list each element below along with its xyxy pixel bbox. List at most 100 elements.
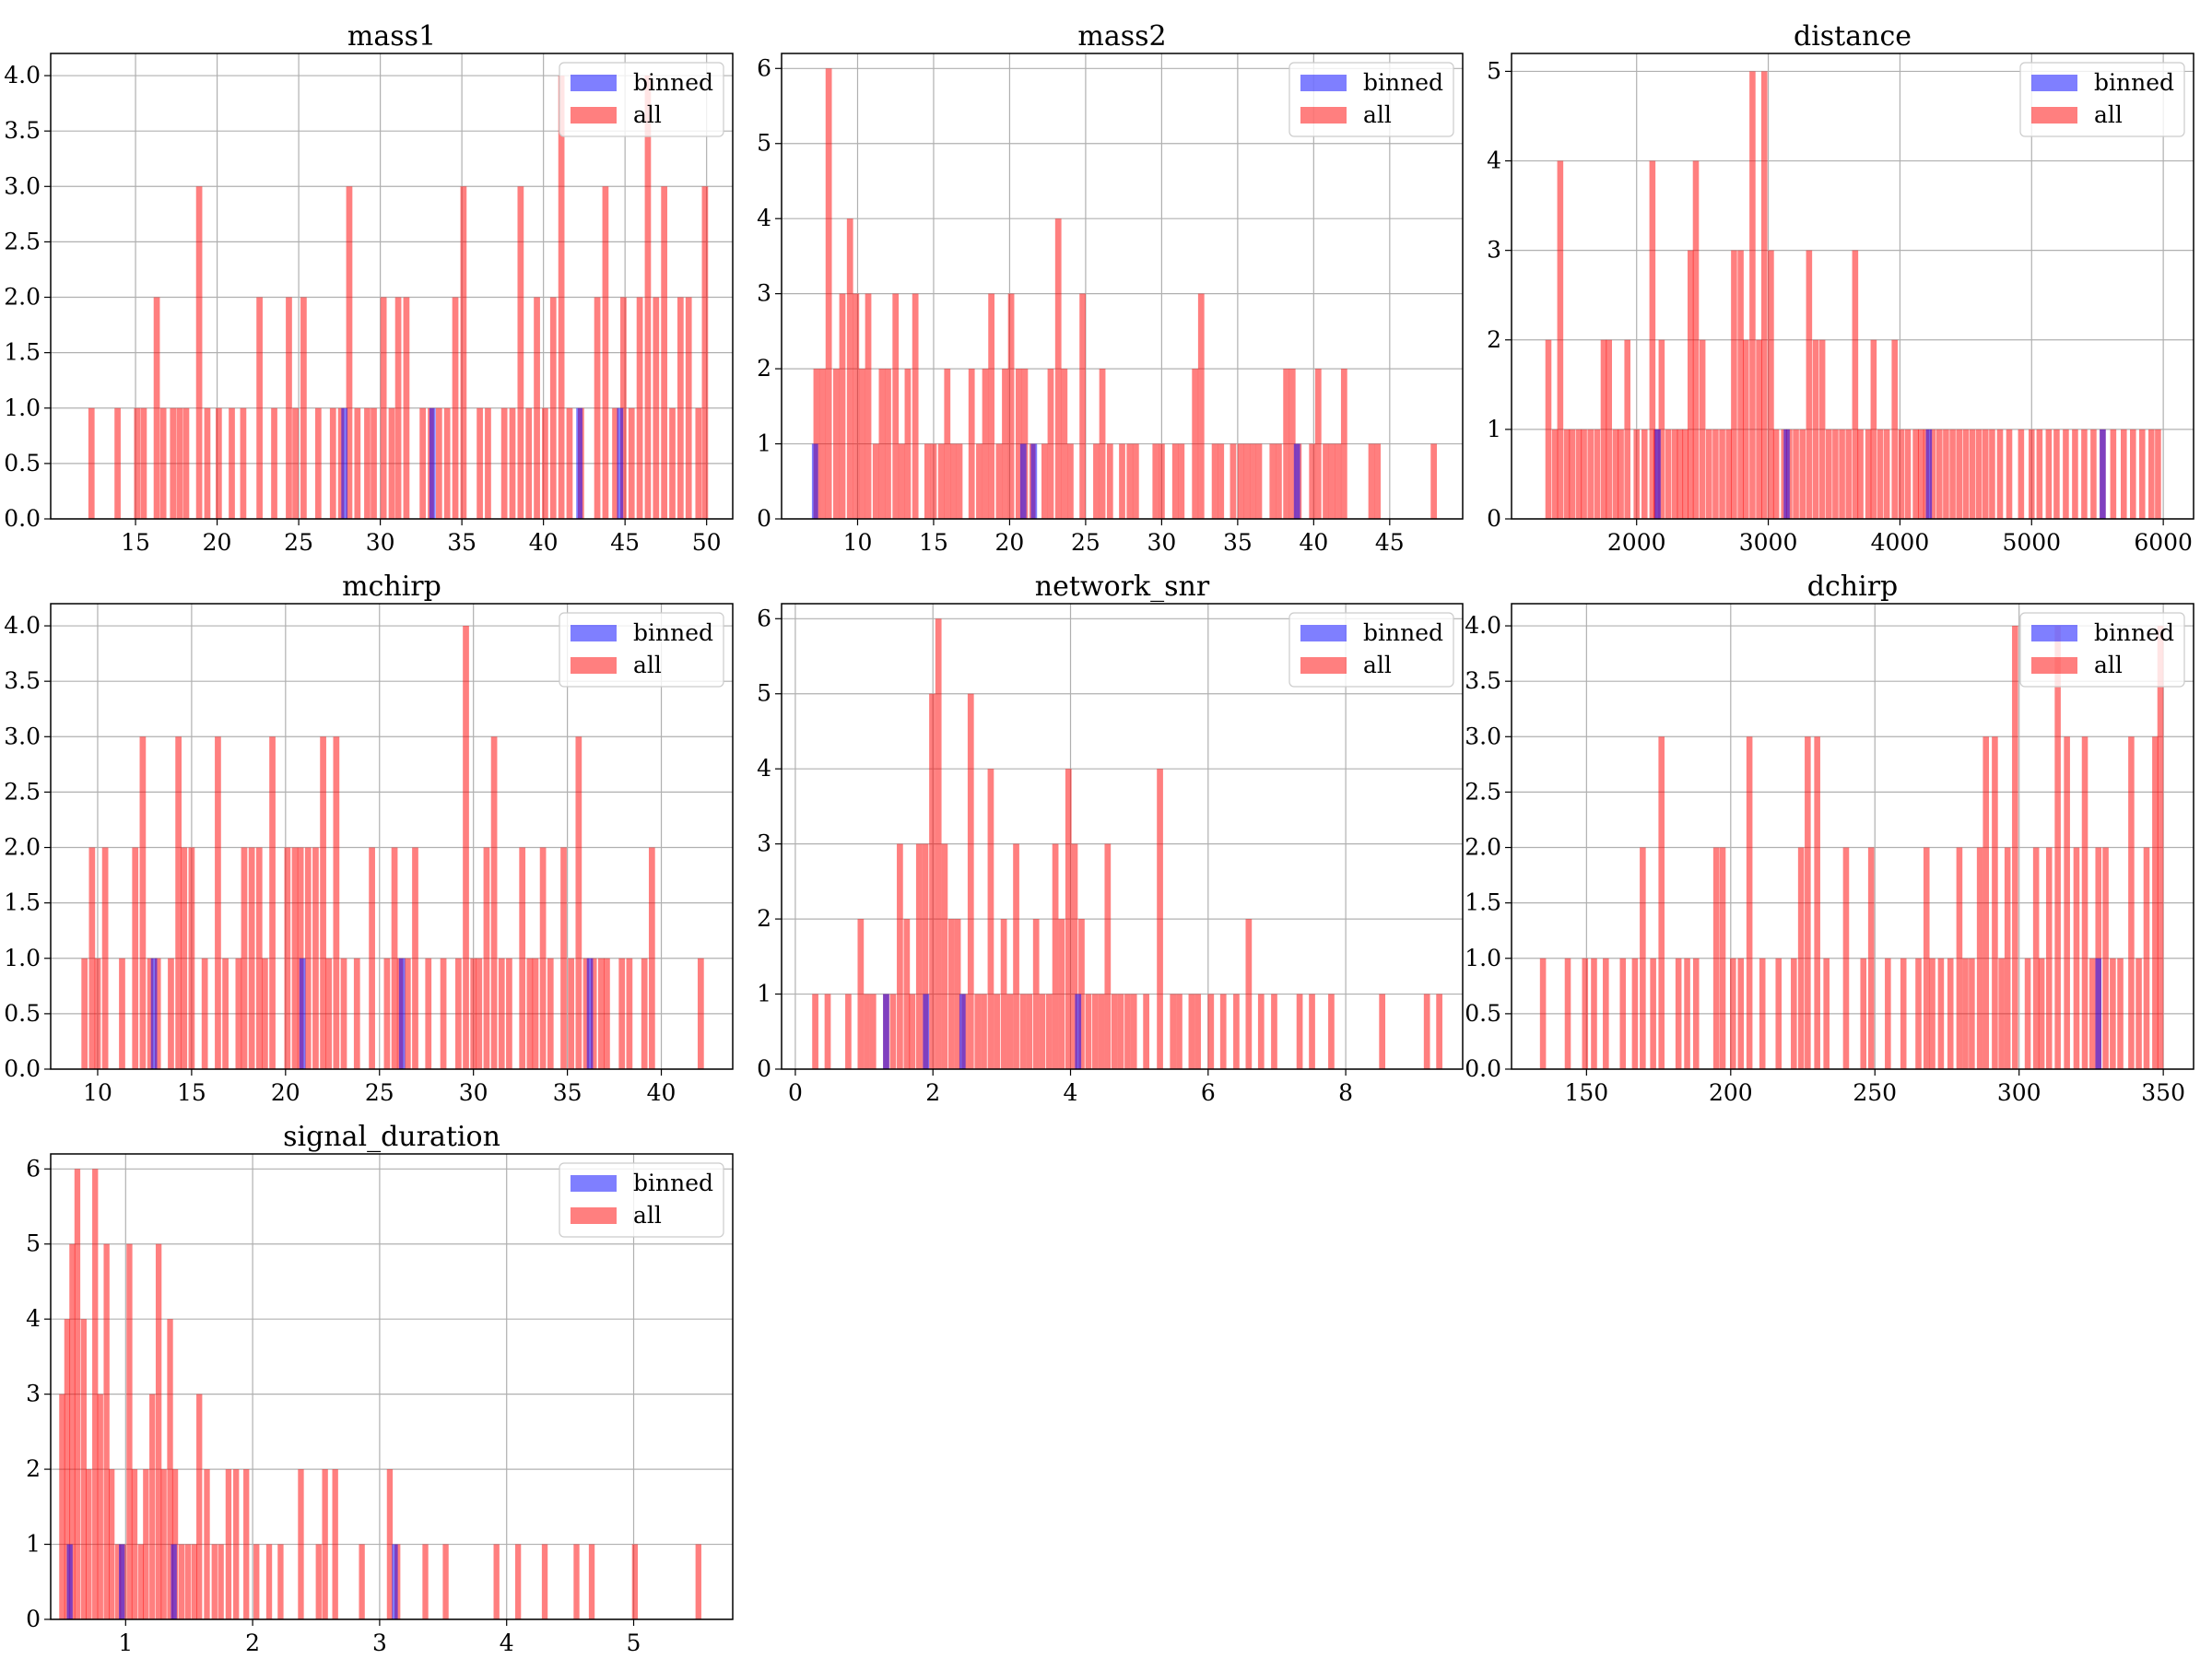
bar-binned <box>2095 958 2102 1069</box>
bar-binned <box>1925 429 1933 519</box>
bar-all <box>452 297 459 519</box>
x-tick-label: 20 <box>271 1079 300 1106</box>
bar-all <box>1539 958 1547 1069</box>
bar-all <box>1207 994 1215 1069</box>
bar-all <box>1915 958 1922 1069</box>
bar-all <box>1211 443 1218 519</box>
bar-all <box>182 407 190 519</box>
bar-all <box>1564 958 1571 1069</box>
bar-all <box>353 958 360 1069</box>
bar-all <box>201 958 208 1069</box>
bar-all <box>1569 429 1575 519</box>
y-tick-label: 0 <box>1487 505 1501 532</box>
bar-all <box>525 407 533 519</box>
bar-all <box>483 847 490 1069</box>
bar-all <box>1759 958 1766 1069</box>
bar-all <box>941 843 948 1069</box>
bar-all <box>204 1469 210 1619</box>
y-tick-label: 0.5 <box>4 1000 41 1027</box>
x-tick-label: 10 <box>843 529 873 556</box>
bar-all <box>1900 958 1907 1069</box>
bar-all <box>1157 769 1163 1069</box>
bar-all <box>176 407 183 519</box>
bar-all <box>64 1319 71 1619</box>
x-tick-label: 20 <box>995 529 1025 556</box>
legend-label-binned: binned <box>633 1170 713 1196</box>
bar-binned <box>392 1544 398 1619</box>
bar-all <box>59 1394 65 1619</box>
bar-all <box>240 407 247 519</box>
subplot-distance: 0 1 2 3 4 5 2000 3000 4000 5000 6000 distance binned… <box>1487 20 2194 556</box>
bar-all <box>1624 339 1630 519</box>
bar-all <box>1867 847 1875 1069</box>
x-tick-label: 150 <box>1564 1079 1608 1106</box>
bar-all <box>94 958 101 1069</box>
bar-all <box>1032 919 1040 1069</box>
bar-all <box>312 847 319 1069</box>
y-tick-label: 2.5 <box>1465 778 1501 805</box>
bar-all <box>1436 994 1442 1069</box>
bar-all <box>346 186 353 520</box>
bar-all <box>1106 443 1113 519</box>
axes-frame <box>1511 603 2194 1070</box>
bar-all <box>1949 429 1956 519</box>
bar-all <box>178 1544 185 1619</box>
bar-all <box>388 407 395 519</box>
y-tick-label: 1 <box>26 1531 41 1558</box>
legend-swatch-binned <box>2031 625 2077 641</box>
bar-all <box>981 994 987 1069</box>
bar-all <box>853 293 860 519</box>
y-tick-label: 3 <box>757 280 771 307</box>
legend-swatch-binned <box>1300 625 1347 641</box>
bar-all <box>215 407 222 519</box>
bar-all <box>1283 369 1290 519</box>
bar-all <box>211 1544 218 1619</box>
bar-all <box>602 186 609 520</box>
bar-all <box>864 994 870 1069</box>
bar-all <box>364 407 371 519</box>
bar-all <box>819 369 826 519</box>
bar-all <box>1117 994 1124 1069</box>
bar-all <box>2006 429 2013 519</box>
bar-all <box>1812 339 1819 519</box>
bar-all <box>101 847 109 1069</box>
y-tick-label: 4 <box>757 205 771 231</box>
bar-all <box>1098 994 1105 1069</box>
bar-all <box>1132 443 1139 519</box>
bar-all <box>1379 994 1386 1069</box>
x-tick-label: 35 <box>553 1079 582 1106</box>
bar-all <box>1885 958 1891 1069</box>
bar-all <box>697 958 704 1069</box>
bar-all <box>1814 736 1820 1069</box>
bar-all <box>425 958 432 1069</box>
y-tick-label: 2 <box>757 905 771 932</box>
bar-all <box>1255 443 1263 519</box>
bar-all <box>1983 429 1989 519</box>
bar-all <box>869 994 877 1069</box>
bar-all <box>191 1544 197 1619</box>
bar-all <box>134 407 141 519</box>
bar-all <box>256 297 263 519</box>
bar-all <box>265 1544 273 1619</box>
y-tick-label: 0.0 <box>4 1055 41 1082</box>
bar-all <box>168 958 174 1069</box>
bar-all <box>1619 958 1627 1069</box>
bar-all <box>1015 369 1022 519</box>
bar-binned <box>341 407 348 519</box>
bar-all <box>1430 443 1438 519</box>
bar-all <box>956 443 963 519</box>
y-tick-label: 2.5 <box>4 228 41 254</box>
bar-all <box>558 76 565 520</box>
subplot-mass1: 0.0 0.5 1.0 1.5 2.0 2.5 3.0 3.5 4.0 15 20 25 30 35 40 4… <box>4 20 734 556</box>
legend: binned all <box>2019 612 2185 688</box>
bar-all <box>1575 429 1583 519</box>
x-tick-label: 1 <box>118 1630 133 1656</box>
bar-all <box>1245 919 1253 1069</box>
bar-binned <box>586 958 594 1069</box>
bar-all <box>590 958 597 1069</box>
bar-all <box>1675 958 1682 1069</box>
y-tick-label: 2.0 <box>4 834 41 861</box>
bar-all <box>1099 369 1106 519</box>
bar-all <box>1237 443 1244 519</box>
bar-all <box>1805 736 1811 1069</box>
